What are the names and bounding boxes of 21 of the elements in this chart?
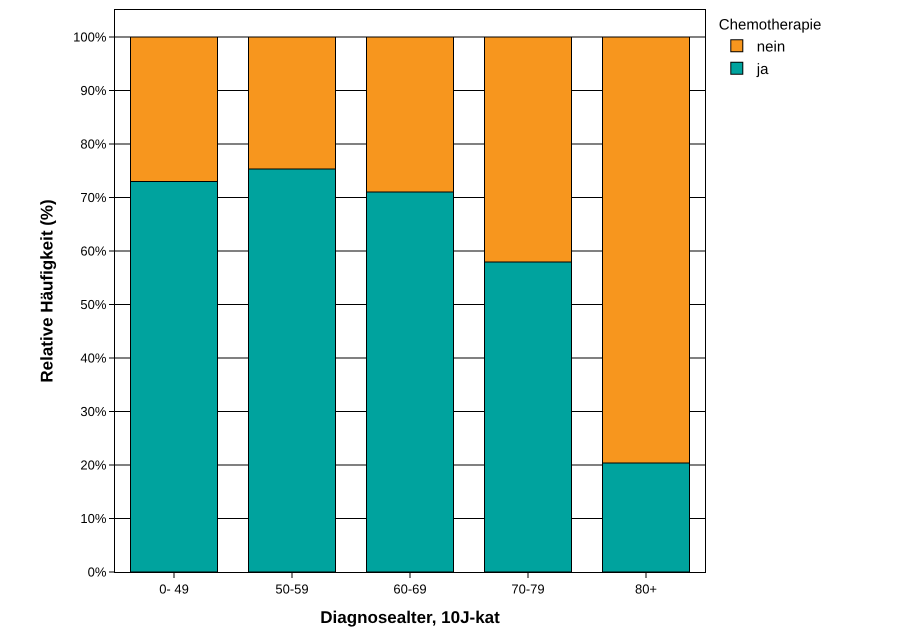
x-tick-label: 50-59 bbox=[275, 582, 309, 597]
y-tick-label: 50% bbox=[80, 296, 107, 312]
y-axis-title: Relative Häufigkeit (%) bbox=[38, 199, 57, 383]
x-axis-title: Diagnosealter, 10J-kat bbox=[320, 608, 500, 627]
y-tick-label: 70% bbox=[80, 190, 107, 205]
legend-label: ja bbox=[756, 61, 770, 78]
x-tick-label: 80+ bbox=[634, 582, 658, 597]
y-tick-label: 80% bbox=[80, 136, 107, 152]
y-tick-label: 30% bbox=[80, 404, 107, 419]
y-tick-label: 60% bbox=[80, 243, 107, 258]
y-tick-label: 40% bbox=[80, 350, 107, 366]
x-tick-label: 0- 49 bbox=[159, 582, 189, 597]
y-tick-label: 100% bbox=[73, 29, 107, 44]
x-tick-label: 70-79 bbox=[511, 582, 545, 597]
y-tick-label: 20% bbox=[80, 458, 107, 472]
y-tick-label: 10% bbox=[80, 511, 107, 526]
x-tick-label: 60-69 bbox=[393, 582, 427, 597]
y-tick-label: 90% bbox=[80, 82, 107, 98]
legend-label: nein bbox=[756, 38, 786, 56]
y-tick-label: 0% bbox=[88, 564, 107, 580]
legend-title: Chemotherapie bbox=[718, 16, 822, 34]
